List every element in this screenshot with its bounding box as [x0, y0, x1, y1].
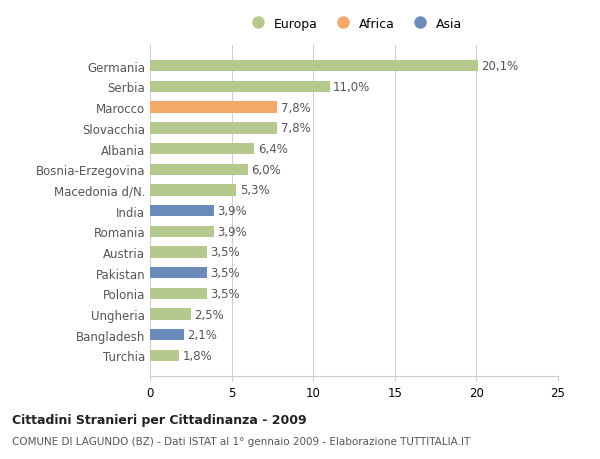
Text: 20,1%: 20,1%	[481, 60, 518, 73]
Bar	[150, 288, 207, 299]
Text: 3,5%: 3,5%	[211, 246, 240, 259]
Text: 1,8%: 1,8%	[182, 349, 212, 362]
Bar	[150, 185, 236, 196]
Bar	[150, 123, 277, 134]
Text: 6,0%: 6,0%	[251, 163, 281, 176]
Bar	[150, 102, 277, 113]
Text: 7,8%: 7,8%	[281, 122, 310, 135]
Bar	[150, 309, 191, 320]
Bar	[150, 82, 329, 93]
Text: 3,9%: 3,9%	[217, 205, 247, 218]
Text: 2,5%: 2,5%	[194, 308, 224, 321]
Bar	[150, 247, 207, 258]
Legend: Europa, Africa, Asia: Europa, Africa, Asia	[241, 12, 467, 35]
Text: 3,9%: 3,9%	[217, 225, 247, 238]
Text: 6,4%: 6,4%	[258, 143, 287, 156]
Bar	[150, 350, 179, 361]
Text: 7,8%: 7,8%	[281, 101, 310, 114]
Text: 3,5%: 3,5%	[211, 287, 240, 300]
Text: Cittadini Stranieri per Cittadinanza - 2009: Cittadini Stranieri per Cittadinanza - 2…	[12, 413, 307, 426]
Text: COMUNE DI LAGUNDO (BZ) - Dati ISTAT al 1° gennaio 2009 - Elaborazione TUTTITALIA: COMUNE DI LAGUNDO (BZ) - Dati ISTAT al 1…	[12, 436, 470, 446]
Bar	[150, 268, 207, 279]
Text: 3,5%: 3,5%	[211, 267, 240, 280]
Text: 2,1%: 2,1%	[188, 329, 217, 341]
Bar	[150, 144, 254, 155]
Bar	[150, 206, 214, 217]
Bar	[150, 164, 248, 175]
Text: 11,0%: 11,0%	[333, 81, 370, 94]
Bar	[150, 330, 184, 341]
Text: 5,3%: 5,3%	[240, 184, 269, 197]
Bar	[150, 226, 214, 237]
Bar	[150, 61, 478, 72]
